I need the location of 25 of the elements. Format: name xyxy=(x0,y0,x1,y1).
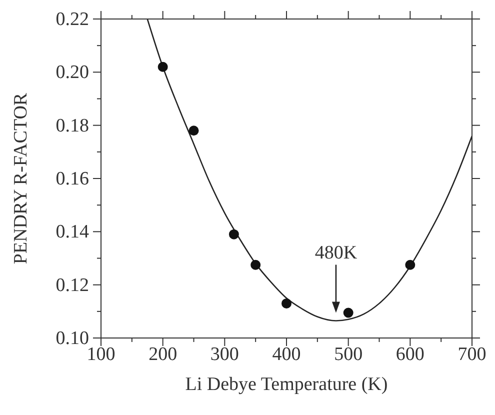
x-axis-title: Li Debye Temperature (K) xyxy=(185,374,388,395)
y-tick-label: 0.10 xyxy=(56,328,89,349)
point xyxy=(405,260,416,270)
x-tick-label: 300 xyxy=(210,344,239,365)
annotation: 480K xyxy=(314,242,358,264)
x-tick-label: 200 xyxy=(148,344,178,365)
y-tick-label: 0.22 xyxy=(56,9,89,30)
x-tick-label: 400 xyxy=(272,344,301,365)
y-tick-label: 0.20 xyxy=(56,62,89,84)
x-tick-label: 600 xyxy=(396,344,424,365)
y-tick-label: 0.16 xyxy=(56,168,89,190)
point xyxy=(188,126,199,136)
point xyxy=(343,308,354,318)
y-tick-label: 0.14 xyxy=(56,222,90,243)
point xyxy=(158,62,168,72)
point xyxy=(282,298,292,308)
y-tick-label: 0.18 xyxy=(56,115,89,136)
x-tick-label: 500 xyxy=(334,344,363,365)
point xyxy=(250,260,261,270)
x-tick-label: 100 xyxy=(86,344,116,365)
y-tick-label: 0.12 xyxy=(56,274,89,296)
line-series xyxy=(146,19,472,322)
x-tick-label: 700 xyxy=(458,344,486,365)
point xyxy=(228,229,239,240)
y-axis-title: PENDRY R-FACTOR xyxy=(10,92,32,264)
